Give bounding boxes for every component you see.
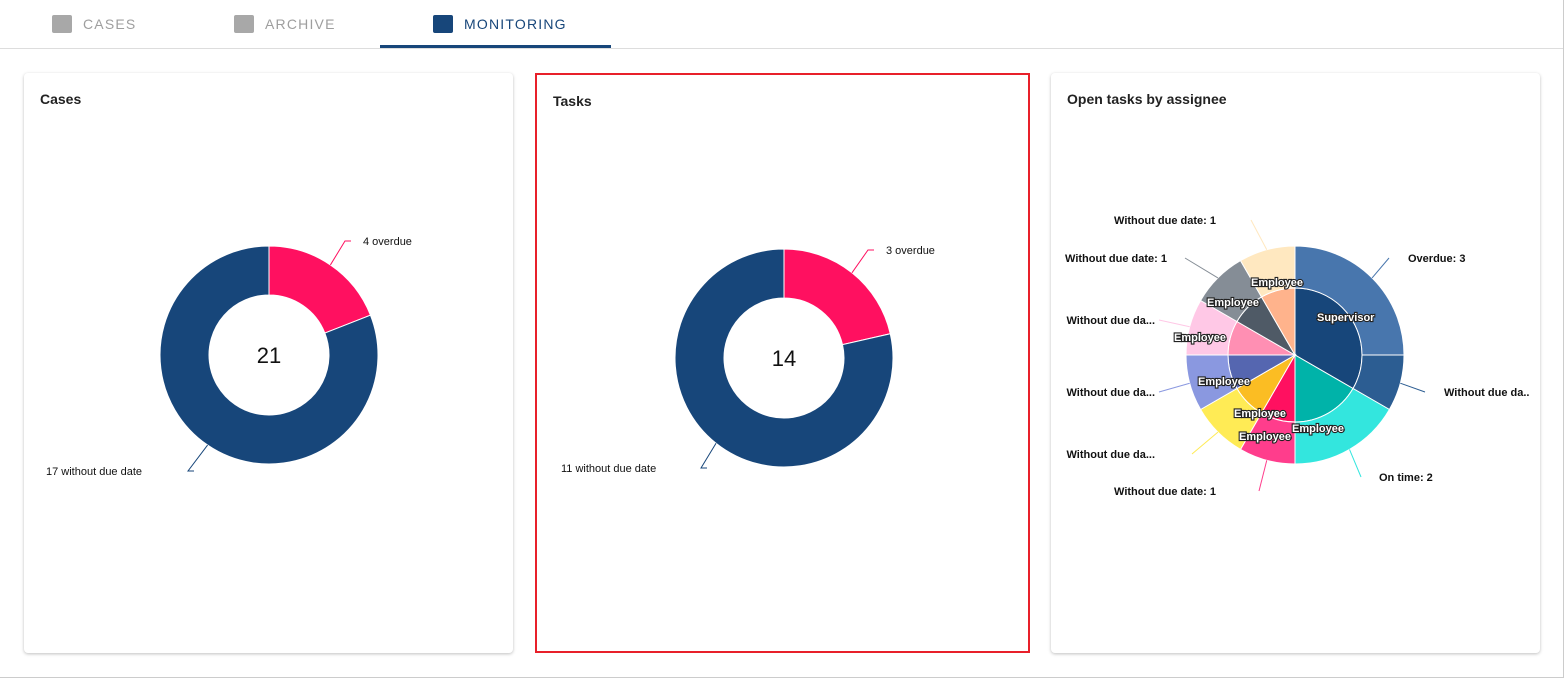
outer-slice-label: Without due date: 1 — [1065, 253, 1167, 265]
tab-label: ARCHIVE — [265, 16, 336, 32]
leader-line — [186, 444, 208, 472]
inner-slice-label: Employee — [1251, 277, 1303, 289]
total-count: 14 — [772, 346, 796, 371]
bar-chart-icon — [433, 15, 453, 33]
outer-slice-label: Without due da... — [1067, 449, 1156, 461]
cases-card: Cases 4 overdue 17 without due date 21 — [24, 73, 513, 653]
leader-line — [1184, 257, 1219, 279]
leader-line — [1258, 460, 1268, 492]
tasks-card[interactable]: Tasks 3 overdue 11 without due date 14 — [535, 73, 1030, 653]
inner-slice-label: Employee — [1198, 376, 1250, 388]
slice-label: 3 overdue — [886, 245, 935, 257]
leader-line — [1349, 449, 1362, 478]
card-title: Open tasks by assignee — [1067, 91, 1227, 107]
outer-slice-label: Without due da.. — [1444, 387, 1529, 399]
outer-slice-label: On time: 2 — [1379, 472, 1433, 484]
outer-slice-label: Without due date: 1 — [1114, 486, 1216, 498]
tab-bar: CASES ARCHIVE MONITORING — [0, 0, 1563, 49]
card-title: Tasks — [553, 93, 592, 109]
outer-slice-label: Overdue: 3 — [1408, 253, 1465, 265]
active-tab-indicator — [380, 45, 611, 48]
inner-slice-label: Employee — [1239, 431, 1291, 443]
assignee-card: Open tasks by assignee Supervisor Employe… — [1051, 73, 1540, 653]
inner-slice-label: Employee — [1174, 332, 1226, 344]
tab-cases[interactable]: CASES — [52, 0, 136, 48]
leader-line — [1250, 219, 1268, 250]
card-title: Cases — [40, 91, 82, 107]
leader-line — [1158, 319, 1190, 328]
outer-slice-label: Without due da... — [1067, 315, 1156, 327]
donut-slice — [783, 248, 891, 346]
leader-line — [1400, 382, 1426, 393]
inner-slice-label: Employee — [1234, 408, 1286, 420]
tasks-donut-chart: 3 overdue 11 without due date 14 — [561, 245, 935, 475]
leader-line — [851, 249, 874, 274]
slice-label: 11 without due date — [561, 463, 656, 475]
tab-archive[interactable]: ARCHIVE — [234, 0, 336, 48]
leader-line — [700, 442, 717, 469]
outer-slice-label: Without due date: 1 — [1114, 215, 1216, 227]
donut-slice — [674, 248, 894, 468]
outer-slice — [1239, 245, 1296, 298]
archive-icon — [234, 15, 254, 33]
inner-slice-label: Employee — [1292, 423, 1344, 435]
leader-line — [329, 240, 351, 266]
outer-slice-label: Without due da... — [1067, 387, 1156, 399]
leader-line — [1158, 382, 1190, 393]
folder-icon — [52, 15, 72, 33]
assignee-sunburst-chart: SupervisorEmployeeEmployeeEmployeeEmploy… — [1065, 215, 1529, 498]
slice-label: 17 without due date — [46, 466, 142, 478]
inner-slice-label: Supervisor — [1317, 312, 1375, 324]
donut-slice — [268, 245, 372, 334]
cases-donut-chart: 4 overdue 17 without due date 21 — [46, 236, 412, 478]
leader-line — [1191, 431, 1219, 455]
tab-monitoring[interactable]: MONITORING — [433, 0, 567, 48]
tab-label: CASES — [83, 16, 137, 32]
inner-slice-label: Employee — [1207, 297, 1259, 309]
leader-line — [1371, 257, 1390, 279]
slice-label: 4 overdue — [363, 236, 412, 248]
total-count: 21 — [257, 343, 281, 368]
donut-slice — [159, 245, 379, 465]
tab-label: MONITORING — [464, 16, 567, 32]
